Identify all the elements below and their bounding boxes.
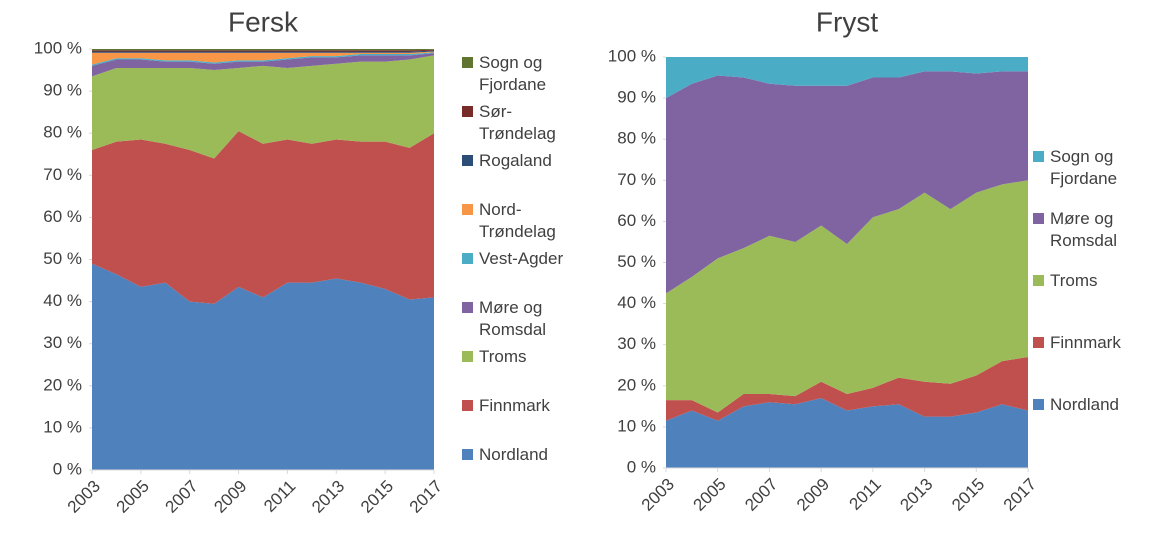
y-tick-label: 30 % <box>617 334 656 353</box>
x-tick-label: 2005 <box>690 475 730 515</box>
area-series <box>666 180 1028 413</box>
legend-swatch <box>1033 275 1044 286</box>
legend-swatch <box>462 351 473 362</box>
legend-item: Møre og Romsdal <box>462 297 572 341</box>
legend-swatch <box>462 400 473 411</box>
legend-label: Nordland <box>479 445 548 464</box>
legend-swatch <box>462 57 473 68</box>
area-series <box>666 357 1028 421</box>
legend-label: Vest-Agder <box>479 249 564 268</box>
area-series <box>666 71 1028 294</box>
area-series <box>92 50 434 53</box>
legend-swatch <box>462 253 473 264</box>
legend-item: Rogaland <box>462 150 572 172</box>
legend-label: Sogn og Fjordane <box>1050 147 1118 188</box>
y-tick-label: 80 % <box>617 129 656 148</box>
legend-item: Troms <box>1033 270 1153 292</box>
y-tick-label: 20 % <box>43 375 82 394</box>
area-series <box>92 263 434 470</box>
area-series <box>92 53 434 77</box>
legend-label: Møre og Romsdal <box>1050 209 1118 250</box>
legend-item: Sogn og Fjordane <box>1033 146 1153 190</box>
legend-label: Sogn og Fjordane <box>479 53 547 94</box>
legend-swatch <box>1033 337 1044 348</box>
x-tick-label: 2003 <box>64 477 104 517</box>
area-series <box>666 57 1028 99</box>
legend-swatch <box>1033 399 1044 410</box>
legend-swatch <box>1033 151 1044 162</box>
legend-label: Troms <box>479 347 527 366</box>
y-tick-label: 100 % <box>608 46 656 65</box>
x-tick-label: 2015 <box>357 477 397 517</box>
y-tick-label: 80 % <box>43 123 82 142</box>
y-tick-label: 20 % <box>617 375 656 394</box>
y-tick-label: 40 % <box>617 293 656 312</box>
legend-swatch <box>462 106 473 117</box>
x-tick-label: 2005 <box>113 477 153 517</box>
y-tick-label: 100 % <box>34 38 82 57</box>
legend-label: Finnmark <box>1050 333 1121 352</box>
legend-item: Nordland <box>1033 394 1153 416</box>
y-tick-label: 30 % <box>43 333 82 352</box>
y-tick-label: 50 % <box>617 252 656 271</box>
chart-title: Fersk <box>228 6 299 37</box>
y-tick-label: 70 % <box>617 170 656 189</box>
x-tick-label: 2017 <box>406 477 446 517</box>
legend-label: Møre og Romsdal <box>479 298 547 339</box>
y-tick-label: 60 % <box>617 211 656 230</box>
area-series <box>92 49 434 51</box>
y-tick-label: 0 % <box>53 459 82 478</box>
legend-item: Nord-Trøndelag <box>462 199 572 243</box>
legend-item: Finnmark <box>1033 332 1153 354</box>
legend-item: Sogn og Fjordane <box>462 52 572 96</box>
legend-item: Vest-Agder <box>462 248 572 270</box>
area-series <box>92 131 434 304</box>
y-tick-label: 60 % <box>43 207 82 226</box>
x-tick-label: 2017 <box>1000 475 1040 515</box>
y-tick-label: 70 % <box>43 165 82 184</box>
legend-swatch <box>462 449 473 460</box>
y-tick-label: 0 % <box>627 457 656 476</box>
x-tick-label: 2009 <box>793 475 833 515</box>
legend-item: Finnmark <box>462 395 572 417</box>
x-tick-label: 2009 <box>210 477 250 517</box>
y-tick-label: 90 % <box>617 88 656 107</box>
legend-swatch <box>462 204 473 215</box>
area-series <box>92 51 434 65</box>
y-tick-label: 40 % <box>43 291 82 310</box>
legend-swatch <box>1033 213 1044 224</box>
legend-label: Rogaland <box>479 151 552 170</box>
y-tick-label: 90 % <box>43 81 82 100</box>
x-tick-label: 2013 <box>896 475 936 515</box>
legend-label: Troms <box>1050 271 1098 290</box>
legend-label: Nordland <box>1050 395 1119 414</box>
x-tick-label: 2003 <box>638 475 678 515</box>
x-tick-label: 2011 <box>260 477 299 516</box>
area-series <box>92 52 434 66</box>
legend-swatch <box>462 302 473 313</box>
y-tick-label: 10 % <box>617 416 656 435</box>
x-tick-label: 2013 <box>308 477 348 517</box>
x-tick-label: 2007 <box>741 475 781 515</box>
x-tick-label: 2011 <box>846 475 885 514</box>
legend-label: Sør-Trøndelag <box>479 102 556 143</box>
x-tick-label: 2007 <box>162 477 202 517</box>
legend-swatch <box>462 155 473 166</box>
legend-item: Nordland <box>462 444 572 466</box>
chart-title: Fryst <box>816 6 878 37</box>
area-series <box>92 55 434 159</box>
legend-label: Nord-Trøndelag <box>479 200 556 241</box>
legend-label: Finnmark <box>479 396 550 415</box>
legend-item: Troms <box>462 346 572 368</box>
area-series <box>666 398 1028 468</box>
legend-item: Sør-Trøndelag <box>462 101 572 145</box>
x-tick-label: 2015 <box>948 475 988 515</box>
y-tick-label: 10 % <box>43 417 82 436</box>
y-tick-label: 50 % <box>43 249 82 268</box>
legend-item: Møre og Romsdal <box>1033 208 1153 252</box>
